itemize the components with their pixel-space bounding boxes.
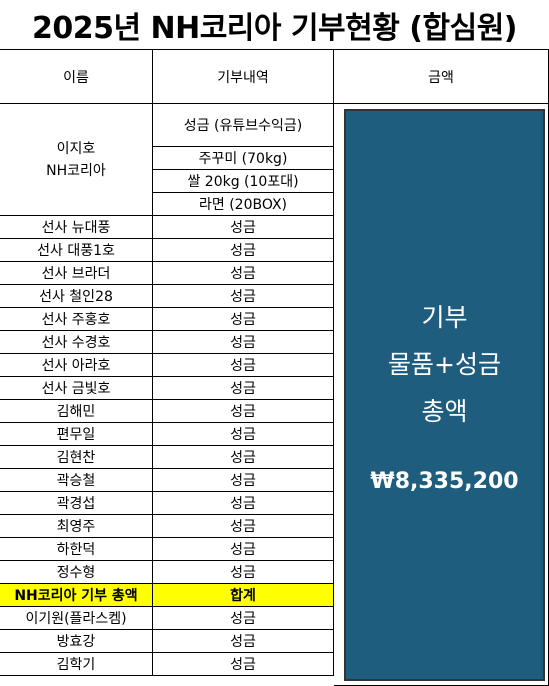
header-detail: 기부내역 — [153, 50, 334, 104]
row-detail: 성금 — [153, 400, 334, 423]
row-name: 김해민 — [0, 400, 153, 423]
summary-line2: 물품+성금 — [388, 350, 501, 379]
row-name: 선사 뉴대풍 — [0, 216, 153, 239]
donor-group-name: 이지호 NH코리아 — [0, 104, 153, 216]
row-name: 곽경섭 — [0, 492, 153, 515]
row-detail: 성금 — [153, 423, 334, 446]
row-detail: 성금 — [153, 469, 334, 492]
summary-line3: 총액 — [421, 397, 468, 426]
row-name: 선사 주홍호 — [0, 308, 153, 331]
summary-box: 기부 물품+성금 총액 ₩8,335,200 — [344, 109, 545, 681]
total-label: NH코리아 기부 총액 — [0, 584, 153, 607]
row-name: 선사 수경호 — [0, 331, 153, 354]
row-detail: 성금 — [153, 607, 334, 630]
row-detail: 성금 — [153, 653, 334, 676]
row-name: 하한덕 — [0, 538, 153, 561]
summary-amount: ₩8,335,200 — [370, 469, 519, 494]
page-title: 2025년 NH코리아 기부현황 (합심원) — [0, 0, 549, 50]
row-detail: 성금 — [153, 354, 334, 377]
row-name: 선사 브라더 — [0, 262, 153, 285]
row-detail: 성금 — [153, 561, 334, 584]
row-detail: 성금 — [153, 630, 334, 653]
header-name: 이름 — [0, 50, 153, 104]
row-detail: 성금 — [153, 446, 334, 469]
row-name: 김학기 — [0, 653, 153, 676]
row-detail: 성금 — [153, 492, 334, 515]
row-detail: 성금 — [153, 216, 334, 239]
row-name: 방효강 — [0, 630, 153, 653]
row-detail: 성금 — [153, 308, 334, 331]
donor-item: 쌀 20kg (10포대) — [153, 170, 334, 193]
row-name: 선사 철인28 — [0, 285, 153, 308]
row-detail: 성금 — [153, 515, 334, 538]
row-name: 선사 아라호 — [0, 354, 153, 377]
row-name: 곽승철 — [0, 469, 153, 492]
row-detail: 성금 — [153, 538, 334, 561]
donor-item: 주꾸미 (70kg) — [153, 147, 334, 170]
row-name: 이기원(플라스켐) — [0, 607, 153, 630]
row-detail: 성금 — [153, 239, 334, 262]
header-amount: 금액 — [334, 50, 549, 104]
row-name: 김현찬 — [0, 446, 153, 469]
row-name: 정수형 — [0, 561, 153, 584]
row-detail: 성금 — [153, 377, 334, 400]
row-name: 선사 대풍1호 — [0, 239, 153, 262]
summary-line1: 기부 — [421, 303, 468, 332]
donor-item: 라면 (20BOX) — [153, 193, 334, 216]
donor-name: 이지호 — [56, 140, 96, 157]
row-name: 편무일 — [0, 423, 153, 446]
donor-item: 성금 (유튜브수익금) — [153, 104, 334, 147]
row-detail: 성금 — [153, 262, 334, 285]
row-detail: 성금 — [153, 331, 334, 354]
donor-company: NH코리아 — [46, 162, 106, 179]
row-detail: 성금 — [153, 285, 334, 308]
row-name: 최영주 — [0, 515, 153, 538]
row-name: 선사 금빛호 — [0, 377, 153, 400]
total-value-label: 합계 — [153, 584, 334, 607]
